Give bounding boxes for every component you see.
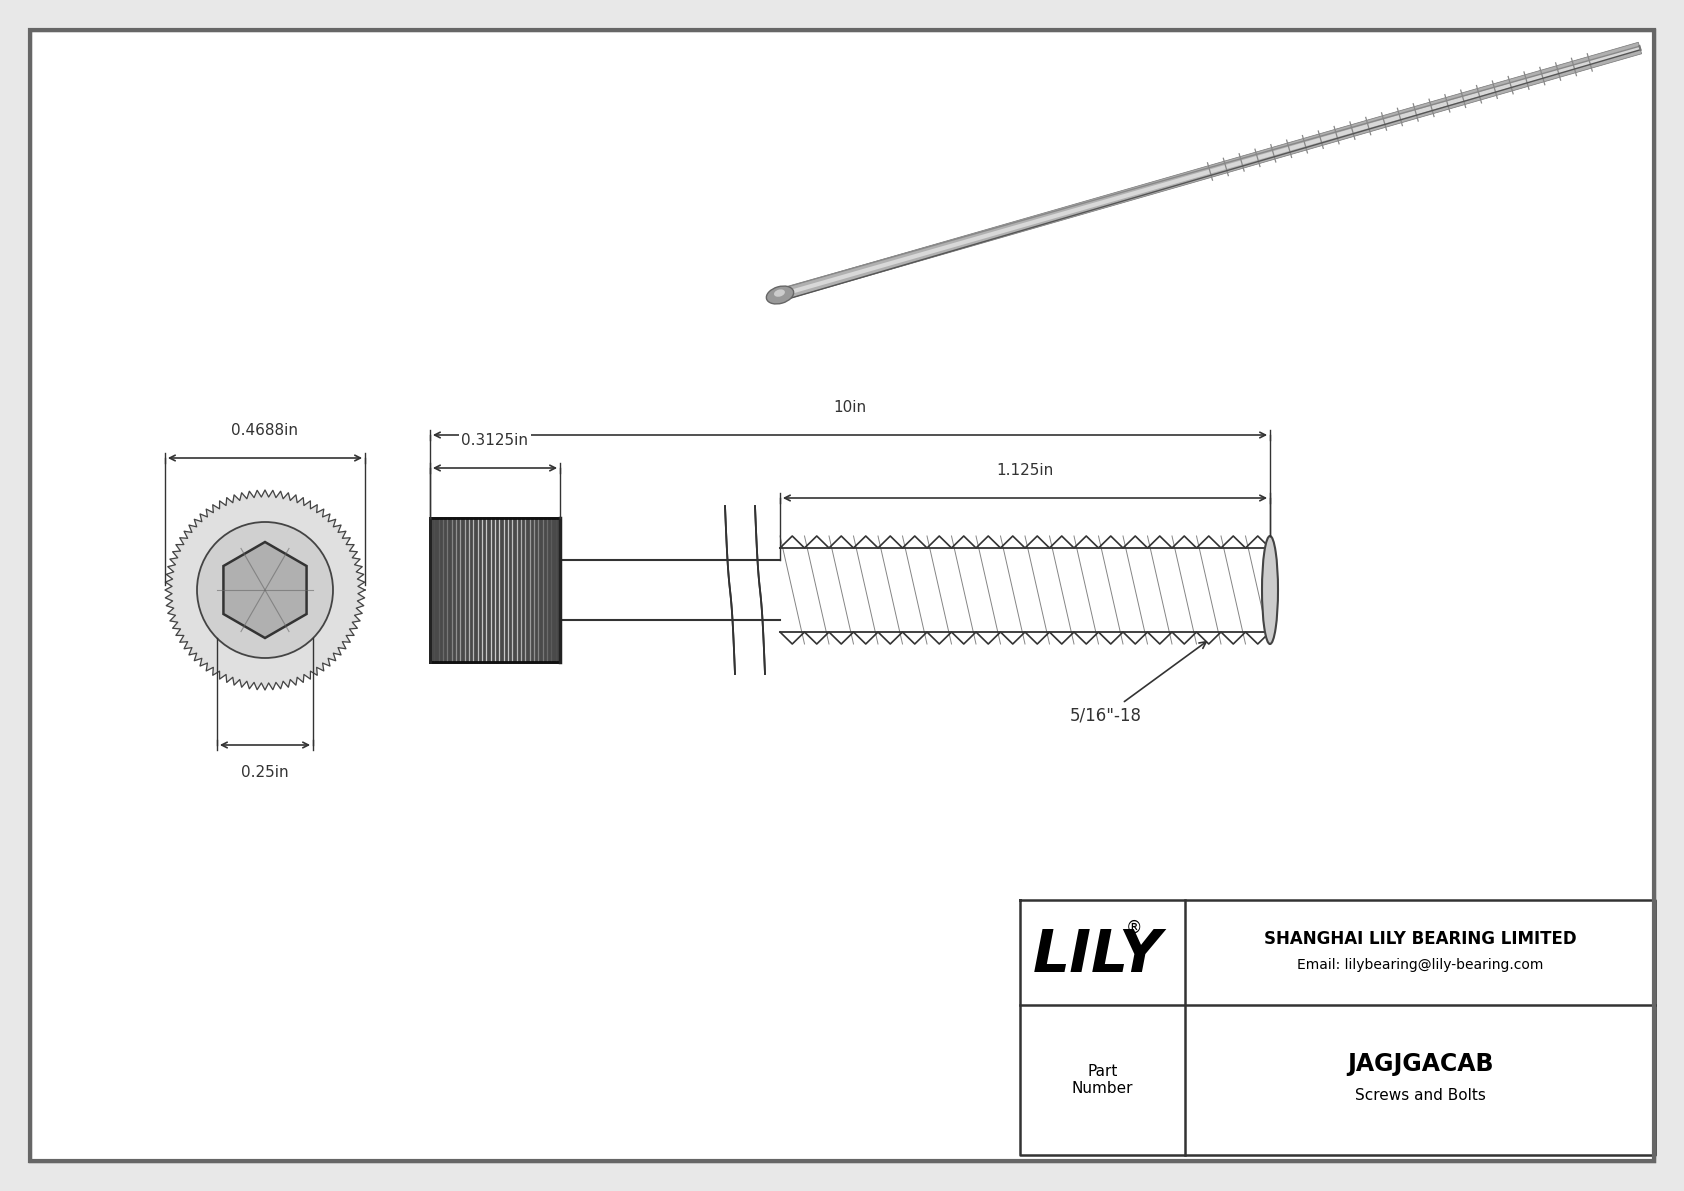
Polygon shape: [165, 490, 365, 690]
Bar: [429, 518, 561, 662]
Text: 10in: 10in: [834, 400, 867, 414]
Text: 0.4688in: 0.4688in: [231, 423, 298, 438]
Text: Screws and Bolts: Screws and Bolts: [1354, 1089, 1485, 1104]
Text: SHANGHAI LILY BEARING LIMITED: SHANGHAI LILY BEARING LIMITED: [1263, 930, 1576, 948]
Text: Email: lilybearing@lily-bearing.com: Email: lilybearing@lily-bearing.com: [1297, 959, 1543, 973]
Bar: [780, 548, 1270, 632]
Text: 0.25in: 0.25in: [241, 765, 290, 780]
Circle shape: [162, 487, 369, 693]
Ellipse shape: [766, 286, 793, 304]
Circle shape: [197, 522, 333, 657]
Text: 1.125in: 1.125in: [997, 463, 1054, 478]
Text: Part
Number: Part Number: [1071, 1064, 1133, 1096]
Text: ®: ®: [1127, 918, 1143, 936]
Text: 5/16"-18: 5/16"-18: [1069, 642, 1206, 724]
Text: 0.3125in: 0.3125in: [461, 434, 529, 448]
Text: LILY: LILY: [1032, 927, 1162, 984]
Polygon shape: [778, 42, 1642, 301]
Ellipse shape: [1261, 536, 1278, 644]
Polygon shape: [780, 46, 1640, 297]
Text: JAGJGACAB: JAGJGACAB: [1347, 1052, 1494, 1075]
Ellipse shape: [775, 289, 785, 297]
Polygon shape: [224, 542, 306, 638]
